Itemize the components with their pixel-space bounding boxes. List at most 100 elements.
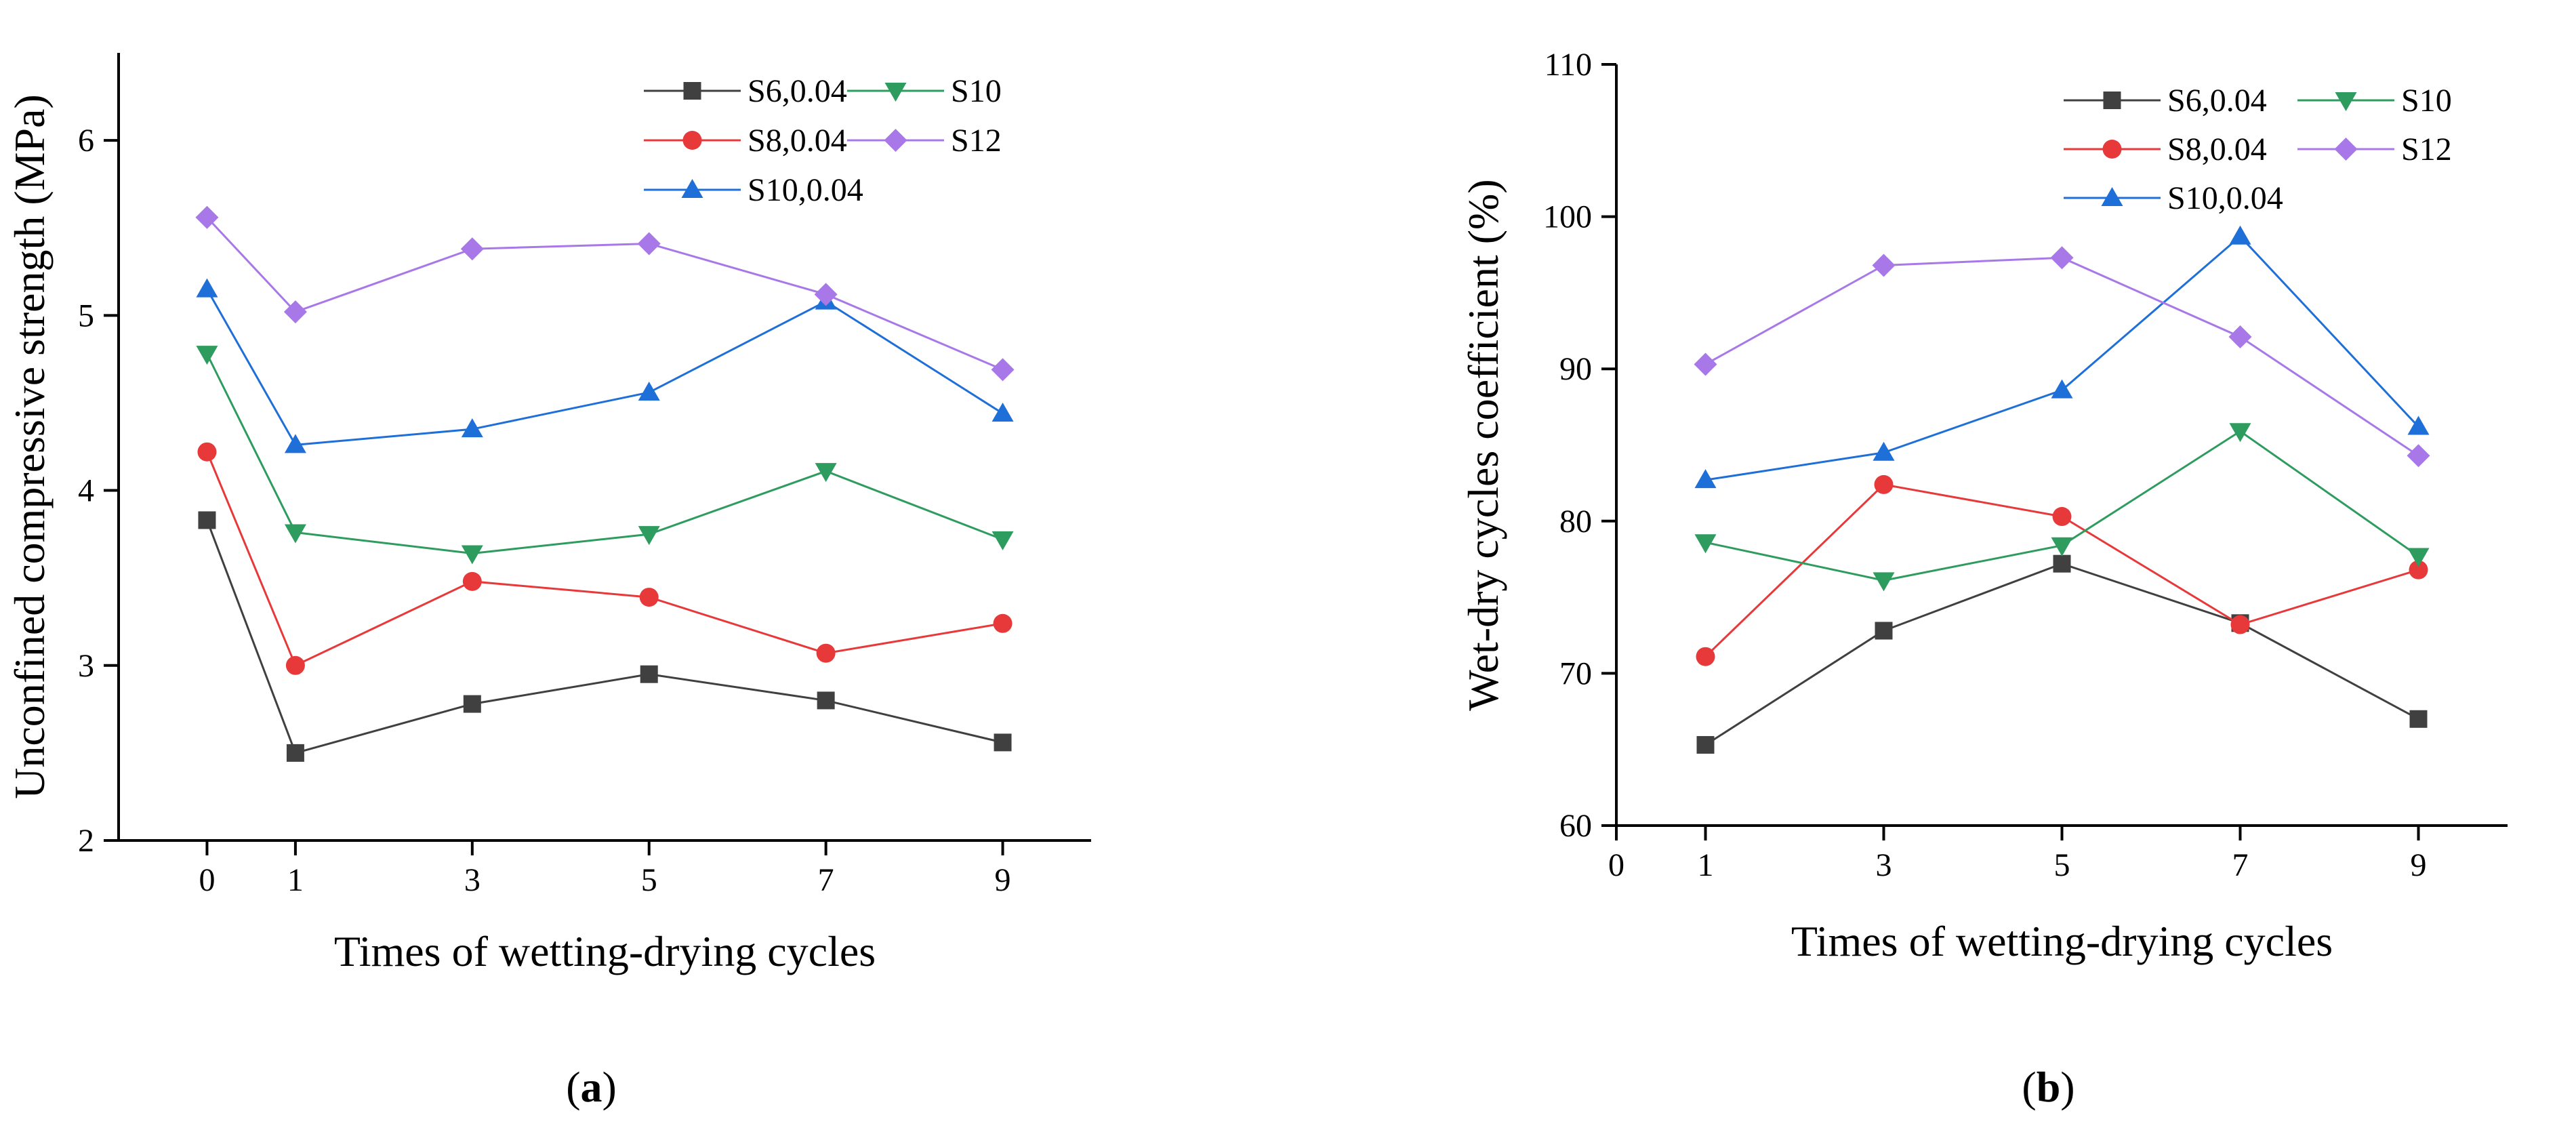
legend-label: S10,0.04: [748, 172, 863, 208]
series-line: [206, 353, 1004, 555]
data-point: [638, 526, 660, 546]
data-point: [2407, 444, 2430, 468]
x-tick-label: 9: [2411, 847, 2427, 883]
data-point: [640, 665, 658, 683]
data-point: [2407, 415, 2430, 435]
data-point: [1875, 622, 1893, 640]
legend-marker: [2335, 92, 2357, 111]
data-point: [284, 434, 306, 453]
data-point: [2050, 246, 2074, 270]
data-point: [815, 463, 837, 483]
data-point: [1873, 572, 1895, 592]
data-point: [816, 643, 836, 663]
legend-marker: [2101, 187, 2123, 206]
y-tick-label: 3: [78, 648, 94, 684]
data-point: [196, 346, 218, 365]
legend: S6,0.04 S8,0.04 S10,0.04 S10 S12: [644, 73, 1002, 208]
data-point: [2230, 615, 2250, 634]
x-axis-title: Times of wetting-drying cycles: [334, 927, 876, 975]
y-tick-label: 90: [1559, 351, 1592, 387]
series-line: [1705, 235, 2419, 481]
data-point: [2053, 554, 2071, 573]
data-point: [2229, 225, 2251, 245]
data-point: [286, 744, 304, 762]
data-point: [994, 733, 1012, 752]
legend-label: S10: [951, 73, 1002, 109]
data-point: [460, 237, 484, 261]
legend-label: S10: [2401, 83, 2452, 119]
y-tick-label: 60: [1559, 808, 1592, 844]
legend-marker: [681, 179, 703, 198]
y-tick-label: 70: [1559, 655, 1592, 691]
data-point: [196, 278, 218, 298]
legend-marker: [884, 129, 907, 152]
y-axis-title: Unconfined compressive strength (MPa): [5, 94, 54, 799]
legend-marker: [884, 83, 907, 102]
legend: S6,0.04 S8,0.04 S10,0.04 S10 S12: [2064, 83, 2452, 216]
y-tick-label: 5: [78, 298, 94, 333]
legend-marker: [682, 131, 702, 150]
legend-label: S12: [951, 123, 1002, 159]
legend-label: S8,0.04: [2167, 131, 2267, 167]
series-S10: [196, 346, 1014, 565]
y-tick-label: 80: [1559, 504, 1592, 540]
data-point: [1694, 534, 1717, 554]
series-line: [206, 288, 1004, 446]
legend-marker: [683, 82, 701, 100]
x-tick-label: 1: [287, 862, 304, 898]
data-point: [285, 655, 305, 675]
data-point: [197, 442, 217, 462]
data-point: [195, 205, 219, 229]
x-tick-label: 3: [1876, 847, 1892, 883]
data-point: [2051, 537, 2073, 556]
data-point: [814, 283, 838, 306]
legend-label: S6,0.04: [748, 73, 847, 109]
panel-label: (b): [2022, 1063, 2074, 1111]
data-point: [817, 691, 835, 710]
series-S10: [1694, 423, 2430, 592]
legend-label: S10,0.04: [2167, 180, 2283, 216]
data-point: [2228, 325, 2252, 349]
data-point: [638, 381, 660, 401]
series-S6,0.04: [198, 511, 1012, 762]
legend-label: S8,0.04: [748, 123, 847, 159]
data-point: [991, 402, 1014, 422]
data-point: [2409, 560, 2428, 580]
legend-label: S6,0.04: [2167, 83, 2267, 119]
x-tick-label: 5: [641, 862, 657, 898]
series-line: [1704, 563, 2419, 746]
y-tick-label: 2: [78, 823, 94, 859]
series-S8,0.04: [1696, 474, 2428, 666]
series-line: [1704, 256, 2419, 457]
x-tick-label: 5: [2054, 847, 2070, 883]
series-S6,0.04: [1696, 554, 2428, 754]
data-point: [284, 524, 306, 544]
series-line: [206, 451, 1003, 667]
legend-label: S12: [2401, 131, 2452, 167]
data-point: [2051, 379, 2073, 399]
data-point: [1872, 253, 1896, 277]
data-point: [1696, 647, 1715, 666]
x-tick-label: 3: [464, 862, 481, 898]
series-S10,0.04: [1694, 225, 2430, 489]
data-point: [1696, 735, 1715, 754]
data-point: [637, 232, 661, 256]
chart-panel-a: 2 3 4 5 6 0 1 3 5 7 9 Times of wetting-drying cycle…: [5, 53, 1091, 1111]
data-point: [2052, 507, 2072, 527]
data-point: [2409, 710, 2428, 728]
data-point: [993, 613, 1013, 633]
y-tick-label: 6: [78, 123, 94, 159]
data-point: [1694, 352, 1717, 376]
y-tick-label: 110: [1545, 47, 1592, 83]
data-point: [198, 511, 216, 529]
y-axis-title: Wet-dry cycles coefficient (%): [1459, 179, 1507, 710]
data-point: [1873, 441, 1895, 461]
legend-marker: [2334, 138, 2358, 161]
data-point: [991, 358, 1015, 382]
series-line: [206, 216, 1004, 371]
x-tick-label: 9: [995, 862, 1011, 898]
data-point: [1694, 469, 1717, 489]
x-tick-label: 1: [1698, 847, 1714, 883]
data-point: [283, 300, 307, 324]
